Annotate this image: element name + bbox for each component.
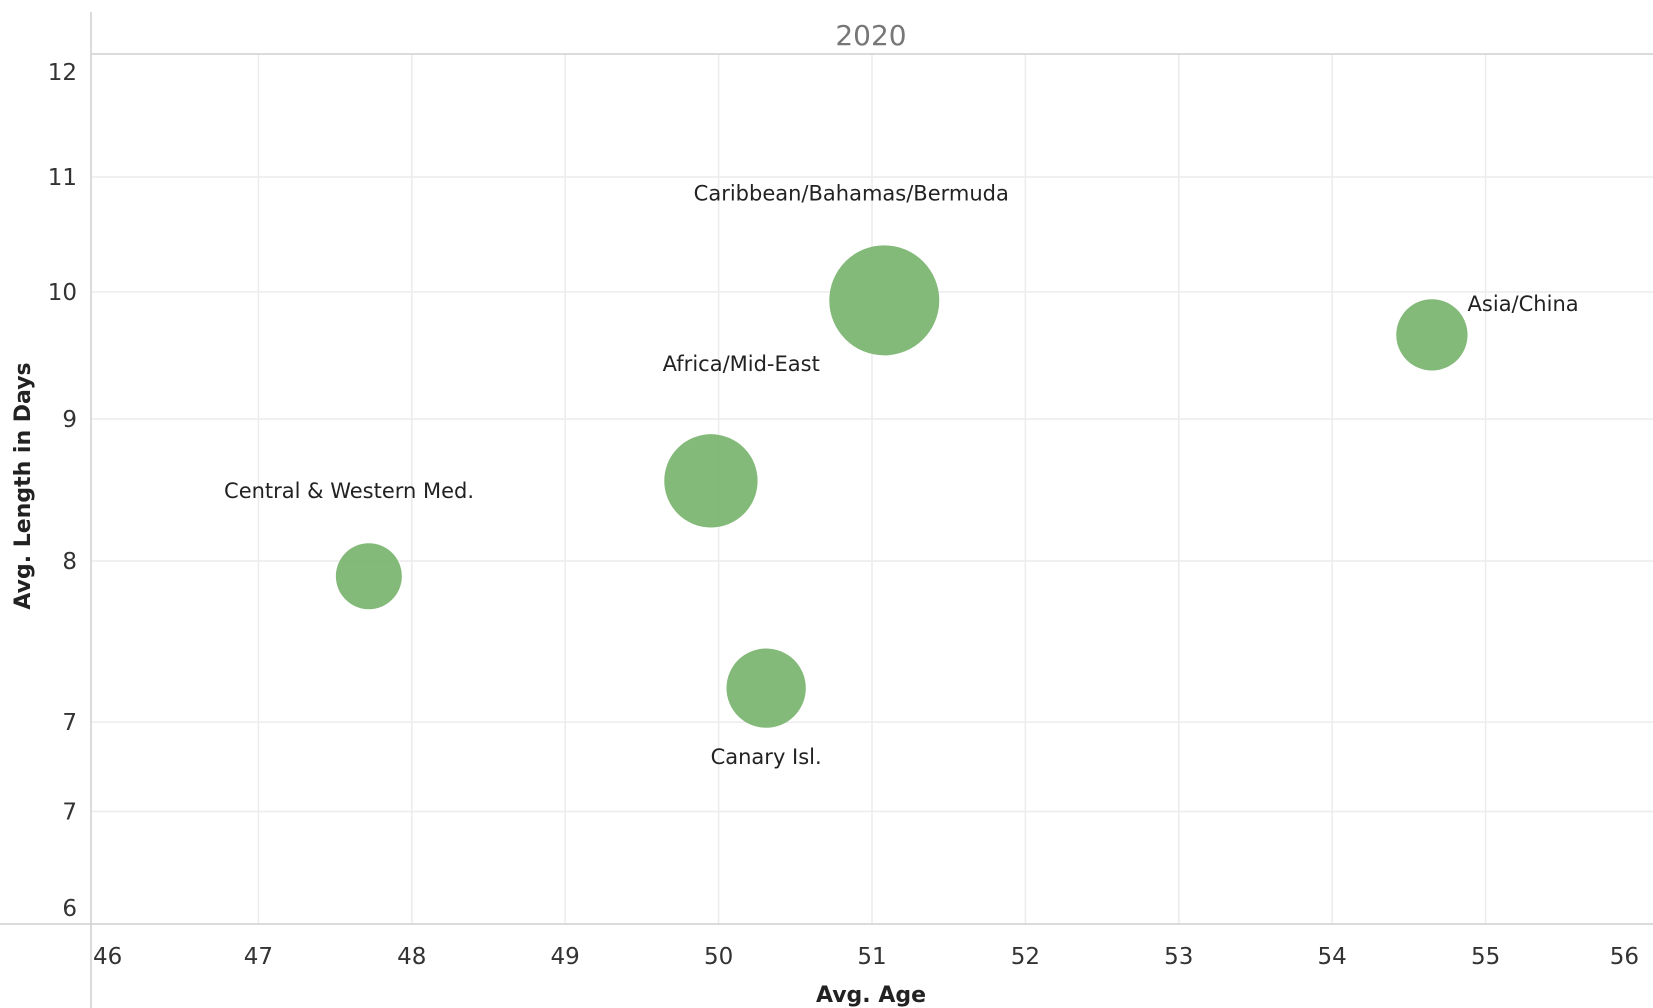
x-tick-label: 48 (397, 944, 426, 970)
y-tick-label: 12 (48, 60, 77, 86)
x-tick-label: 51 (857, 944, 886, 970)
x-tick-label: 55 (1471, 944, 1500, 970)
bubble-point (664, 434, 758, 528)
bubble-layer (335, 245, 1468, 728)
y-tick-label: 9 (62, 407, 77, 433)
point-label: Africa/Mid-East (663, 352, 820, 376)
x-tick-label: 56 (1610, 944, 1639, 970)
point-label: Central & Western Med. (224, 479, 474, 503)
bubble-point (335, 543, 402, 610)
y-tick-label: 10 (48, 280, 77, 306)
y-tick-label: 7 (62, 710, 77, 736)
y-tick-label: 8 (62, 549, 77, 575)
panel-title: 2020 (835, 19, 906, 52)
plot-frame (0, 12, 1653, 1008)
x-tick-label: 46 (93, 944, 122, 970)
bubble-point (1396, 299, 1468, 371)
bubble-point (726, 648, 806, 728)
x-tick-label: 47 (244, 944, 273, 970)
x-tick-label: 54 (1318, 944, 1347, 970)
x-tick-label: 53 (1164, 944, 1193, 970)
x-tick-label: 52 (1011, 944, 1040, 970)
y-tick-label: 7 (62, 799, 77, 825)
point-label: Asia/China (1468, 292, 1579, 316)
y-tick-label: 6 (62, 896, 77, 922)
bubble-point (829, 245, 940, 356)
y-tick-label: 11 (48, 165, 77, 191)
x-tick-label: 49 (551, 944, 580, 970)
point-label-layer: Caribbean/Bahamas/Bermuda Asia/China Afric… (224, 181, 1579, 768)
point-label: Canary Isl. (711, 745, 822, 769)
y-axis-title: Avg. Length in Days (11, 362, 36, 609)
y-axis-ticks: 6 7 7 8 9 10 11 12 (48, 60, 77, 922)
x-axis-ticks: 46 47 48 49 50 51 52 53 54 55 56 (93, 944, 1639, 970)
x-axis-title: Avg. Age (816, 983, 926, 1008)
point-label: Caribbean/Bahamas/Bermuda (694, 181, 1009, 205)
x-tick-label: 50 (704, 944, 733, 970)
